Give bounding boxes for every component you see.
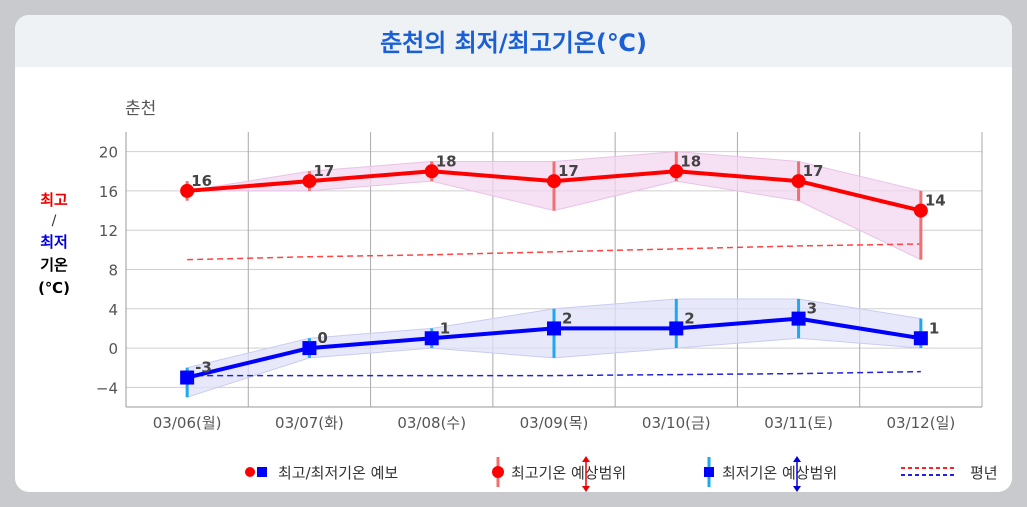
high-point [913, 203, 928, 218]
chart-subtitle: 춘천 [125, 99, 156, 119]
xtick-label: 03/12(일) [886, 414, 955, 432]
ylabel-line3: 기온 [40, 256, 68, 274]
low-point [669, 321, 684, 336]
xtick-label: 03/09(목) [520, 414, 589, 432]
chart-title: 춘천의 최저/최고기온(℃) [380, 29, 647, 57]
low-point [424, 331, 439, 346]
xtick-label: 03/10(금) [642, 414, 711, 432]
high-data-label: 14 [925, 192, 946, 210]
low-data-label: 3 [807, 300, 817, 318]
low-point [180, 370, 195, 385]
high-data-label: 17 [313, 162, 334, 180]
ytick-label: 16 [99, 183, 118, 201]
ytick-label: 20 [99, 144, 118, 162]
ylabel-high: 최고 [40, 191, 68, 209]
low-data-label: 2 [562, 309, 572, 327]
ylabel-line4: (℃) [38, 279, 70, 297]
low-data-label: 1 [929, 319, 939, 337]
xtick-label: 03/06(월) [153, 414, 222, 432]
ytick-label: 8 [108, 262, 118, 280]
high-data-label: 18 [680, 152, 701, 170]
chart-card: 춘천의 최저/최고기온(℃) 춘천 최고 / 최저 기온 (℃) 20 16 12 8 4 0 −4 03… [15, 15, 1012, 492]
high-data-label: 18 [436, 152, 457, 170]
legend-high-range-label: 최고기온 예상범위 [511, 464, 626, 482]
xtick-label: 03/07(화) [275, 414, 344, 432]
ylabel-sep: / [52, 213, 57, 229]
legend-normal-label: 평년 [970, 464, 998, 482]
ytick-label: 0 [108, 340, 118, 358]
legend-forecast-low-icon [257, 467, 267, 477]
high-data-label: 17 [803, 162, 824, 180]
high-point [180, 183, 195, 198]
ytick-label: 12 [99, 222, 118, 240]
ylabel-low: 최저 [40, 233, 68, 251]
legend-forecast-label: 최고/최저기온 예보 [278, 464, 398, 482]
high-data-label: 16 [191, 172, 212, 190]
xtick-label: 03/11(토) [764, 414, 833, 432]
low-data-label: 0 [317, 329, 327, 347]
high-point [302, 174, 317, 189]
low-point [547, 321, 561, 336]
high-point [669, 164, 684, 179]
low-data-label: 2 [684, 309, 694, 327]
legend-high-range-dot [492, 466, 504, 478]
normal-low-line [187, 370, 921, 377]
ytick-label: 4 [108, 301, 118, 319]
high-data-label: 17 [558, 162, 579, 180]
low-point [791, 311, 806, 326]
legend-forecast-high-icon [245, 467, 255, 477]
high-point [424, 164, 439, 179]
normal-high-line [187, 243, 921, 261]
xtick-label: 03/08(수) [397, 414, 466, 432]
low-point [302, 341, 317, 356]
high-point [791, 174, 806, 189]
low-point [913, 331, 928, 346]
ytick-label: −4 [96, 379, 118, 397]
low-data-label: -3 [195, 359, 212, 377]
card-header: 춘천의 최저/최고기온(℃) [15, 15, 1012, 67]
high-point [547, 174, 561, 189]
low-data-label: 1 [440, 319, 450, 337]
legend-low-range-square [704, 467, 714, 477]
legend-low-range-label: 최저기온 예상범위 [722, 464, 837, 482]
